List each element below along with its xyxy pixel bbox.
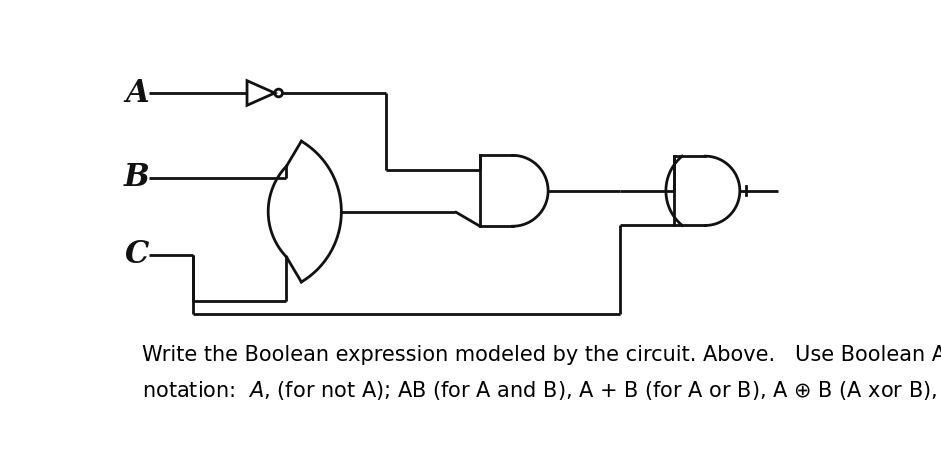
Text: B: B [124,162,150,193]
Text: C: C [125,239,149,270]
Text: notation:  $\mathit{A}$, (for not A); AB (for A and B), A + B (for A or B), A $\: notation: $\mathit{A}$, (for not A); AB … [141,380,941,403]
Text: Write the Boolean expression modeled by the circuit. Above.   Use Boolean Algebr: Write the Boolean expression modeled by … [141,345,941,365]
Text: A: A [125,78,149,108]
